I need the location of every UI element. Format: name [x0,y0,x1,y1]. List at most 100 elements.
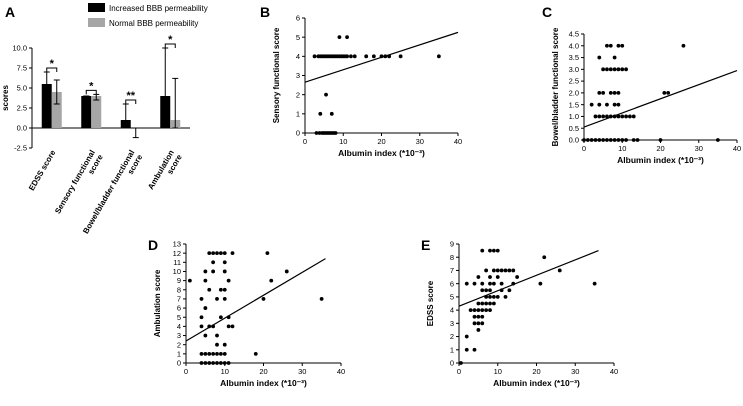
data-point [488,308,492,313]
data-point [589,102,594,107]
data-point [592,281,597,286]
y-tick-label: 7.5 [17,64,27,73]
x-tick-label: 30 [695,144,703,153]
y-tick-label: 1 [450,345,454,354]
data-point [631,114,636,119]
data-point [503,268,508,273]
data-point [222,342,227,347]
data-point [491,301,496,306]
data-point [472,321,477,326]
data-point [620,114,625,119]
data-point [218,315,223,320]
data-point [472,308,477,313]
data-point [597,114,602,119]
y-tick-label: 6 [450,279,454,288]
data-point [488,301,492,306]
legend-swatch [88,3,105,12]
data-point [612,67,617,72]
data-point [507,268,512,273]
significance-marker: * [50,58,55,70]
data-point [203,361,208,365]
data-point [597,90,602,95]
x-tick-label: 30 [416,137,424,146]
y-tick-label: 3.0 [569,65,579,74]
data-point [480,314,485,319]
significance-marker: * [89,80,94,92]
panel-letter: E [421,237,430,253]
data-point [480,288,485,293]
data-point [476,301,481,306]
data-point [464,334,469,339]
panel-e: E 0 10 20 30 40 0 1 2 3 4 5 6 7 8 9 Albumin index (*10⁻³… [421,237,618,388]
category-label: EDSS score [27,148,58,192]
data-point [211,351,216,356]
x-axis-label: Albumin index (*10⁻³) [220,378,307,388]
data-point [472,347,477,352]
y-tick-label: 2 [177,340,181,349]
y-tick-label: 2.5 [569,77,579,86]
data-point [207,351,212,356]
data-point [203,269,208,274]
y-axis-label: scores [1,85,10,111]
data-point [608,43,613,48]
y-tick-label: 13 [173,240,181,249]
data-point [666,90,671,95]
panel-b: B 0 10 20 30 40 0 1 2 3 4 5 6 Albumin index (*10⁻³) Se… [260,4,462,158]
data-point [215,297,219,301]
panel-letter: A [5,4,15,20]
data-point [476,308,481,313]
y-tick-label: 3.5 [569,53,579,62]
data-point [538,281,543,286]
significance-bracket [85,89,97,95]
data-point [616,102,621,107]
x-tick-label: 30 [298,367,306,376]
data-point [616,90,621,95]
data-point [222,269,227,274]
data-point [211,269,216,274]
y-tick-label: 12 [173,249,181,258]
data-point [681,43,686,48]
data-point [218,361,223,365]
data-point [597,102,602,107]
data-point [582,138,586,142]
data-point [715,138,720,142]
x-tick-label: 0 [303,137,307,146]
data-point [608,90,613,95]
significance-marker: * [168,34,173,46]
data-point [476,321,481,326]
x-tick-label: 10 [339,137,347,146]
legend-swatch [88,18,105,27]
x-tick-label: 20 [377,137,385,146]
data-point [624,138,628,142]
legend-label: Normal BBB permeability [109,19,198,28]
data-point [616,138,621,142]
data-point [253,351,258,356]
y-tick-label: 7 [177,295,181,304]
data-point [329,111,334,116]
data-point [317,131,322,135]
y-tick-label: 11 [173,258,181,267]
data-point [230,251,235,256]
data-point [222,297,227,301]
data-point [511,268,516,273]
data-point [616,114,621,119]
x-tick-label: 40 [337,367,345,376]
data-point [215,351,219,356]
data-point [608,67,613,72]
data-point [187,278,192,283]
y-tick-label: 2 [450,332,454,341]
data-point [480,321,485,326]
y-tick-label: 10 [173,267,181,276]
x-tick-label: 10 [618,144,626,153]
x-tick-label: 10 [494,367,502,376]
y-axis-label: EDSS score [426,280,435,326]
data-point [218,351,223,356]
data-point [612,102,617,107]
data-point [628,114,632,119]
x-axis-label: Albumin index (*10⁻³) [338,148,425,158]
data-point [488,275,492,279]
y-tick-label: 0 [296,129,300,138]
data-point [480,301,485,306]
significance-bracket [46,67,58,72]
